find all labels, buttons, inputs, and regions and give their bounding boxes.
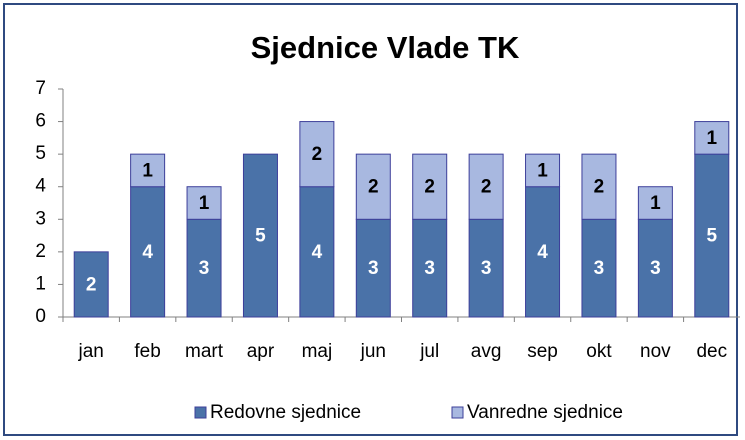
x-tick-label: okt: [586, 341, 612, 362]
x-tick-label: nov: [640, 341, 671, 362]
data-label: 1: [707, 128, 718, 149]
legend-label: Vanredne sjednice: [467, 402, 623, 423]
legend-label: Redovne sjednice: [210, 402, 361, 423]
x-tick-label: sep: [527, 341, 558, 362]
bar-segment: [130, 186, 166, 318]
data-label: 1: [537, 160, 548, 181]
data-label: 1: [199, 193, 210, 214]
bar-segment: [242, 153, 278, 318]
y-tick-label: 0: [35, 306, 46, 327]
bar-segment: [581, 218, 617, 318]
data-label: 3: [424, 258, 435, 279]
bar-segment: [468, 153, 504, 220]
x-tick-label: jun: [360, 341, 386, 362]
bar-segment: [186, 186, 222, 220]
y-tick-label: 6: [35, 111, 46, 132]
data-label: 2: [368, 177, 379, 198]
data-label: 3: [481, 258, 492, 279]
x-tick-label: dec: [696, 341, 727, 362]
x-tick-label: maj: [302, 341, 333, 362]
legend-swatch: [194, 406, 207, 419]
data-label: 4: [142, 242, 153, 263]
data-label: 3: [650, 258, 661, 279]
bar-segment: [299, 121, 335, 188]
bar-segment: [355, 218, 391, 318]
data-label: 2: [481, 177, 492, 198]
x-tick-label: apr: [247, 341, 275, 362]
x-tick-label: mart: [185, 341, 224, 362]
chart-title: Sjednice Vlade TK: [251, 30, 520, 65]
bar-segment: [694, 121, 730, 155]
data-label: 3: [594, 258, 605, 279]
data-label: 1: [142, 160, 153, 181]
bar-segment: [130, 153, 166, 188]
data-label: 5: [255, 226, 266, 247]
y-tick-label: 7: [35, 78, 46, 99]
bar-segment: [637, 218, 673, 318]
data-label: 4: [537, 242, 548, 263]
data-label: 2: [424, 177, 435, 198]
data-label: 3: [368, 258, 379, 279]
data-label: 2: [594, 177, 605, 198]
data-label: 2: [312, 144, 323, 165]
bar-segment: [581, 153, 617, 220]
data-label: 5: [707, 226, 718, 247]
y-tick-label: 2: [35, 241, 46, 262]
y-tick-label: 3: [35, 208, 46, 229]
x-tick-label: feb: [134, 341, 160, 362]
x-tick-label: avg: [471, 341, 502, 362]
bar-segment: [73, 251, 109, 318]
legend-swatch: [451, 406, 464, 419]
y-tick-label: 4: [35, 176, 46, 197]
bar-segment: [525, 153, 561, 188]
bar-segment: [637, 186, 673, 220]
data-label: 2: [86, 274, 97, 295]
y-tick-label: 1: [35, 273, 46, 294]
data-label: 3: [199, 258, 210, 279]
bar-segment: [694, 153, 730, 318]
x-tick-label: jul: [419, 341, 439, 362]
x-tick-label: jan: [78, 341, 104, 362]
data-label: 4: [312, 242, 323, 263]
data-label: 1: [650, 193, 661, 214]
bar-segment: [299, 186, 335, 318]
bar-segment: [355, 153, 391, 220]
y-tick-label: 5: [35, 143, 46, 164]
bar-segment: [412, 153, 448, 220]
bar-segment: [468, 218, 504, 318]
